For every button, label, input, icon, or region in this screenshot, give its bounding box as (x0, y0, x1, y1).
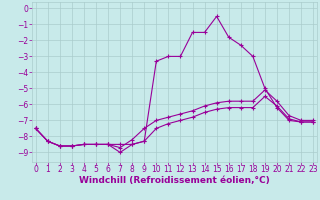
X-axis label: Windchill (Refroidissement éolien,°C): Windchill (Refroidissement éolien,°C) (79, 176, 270, 185)
